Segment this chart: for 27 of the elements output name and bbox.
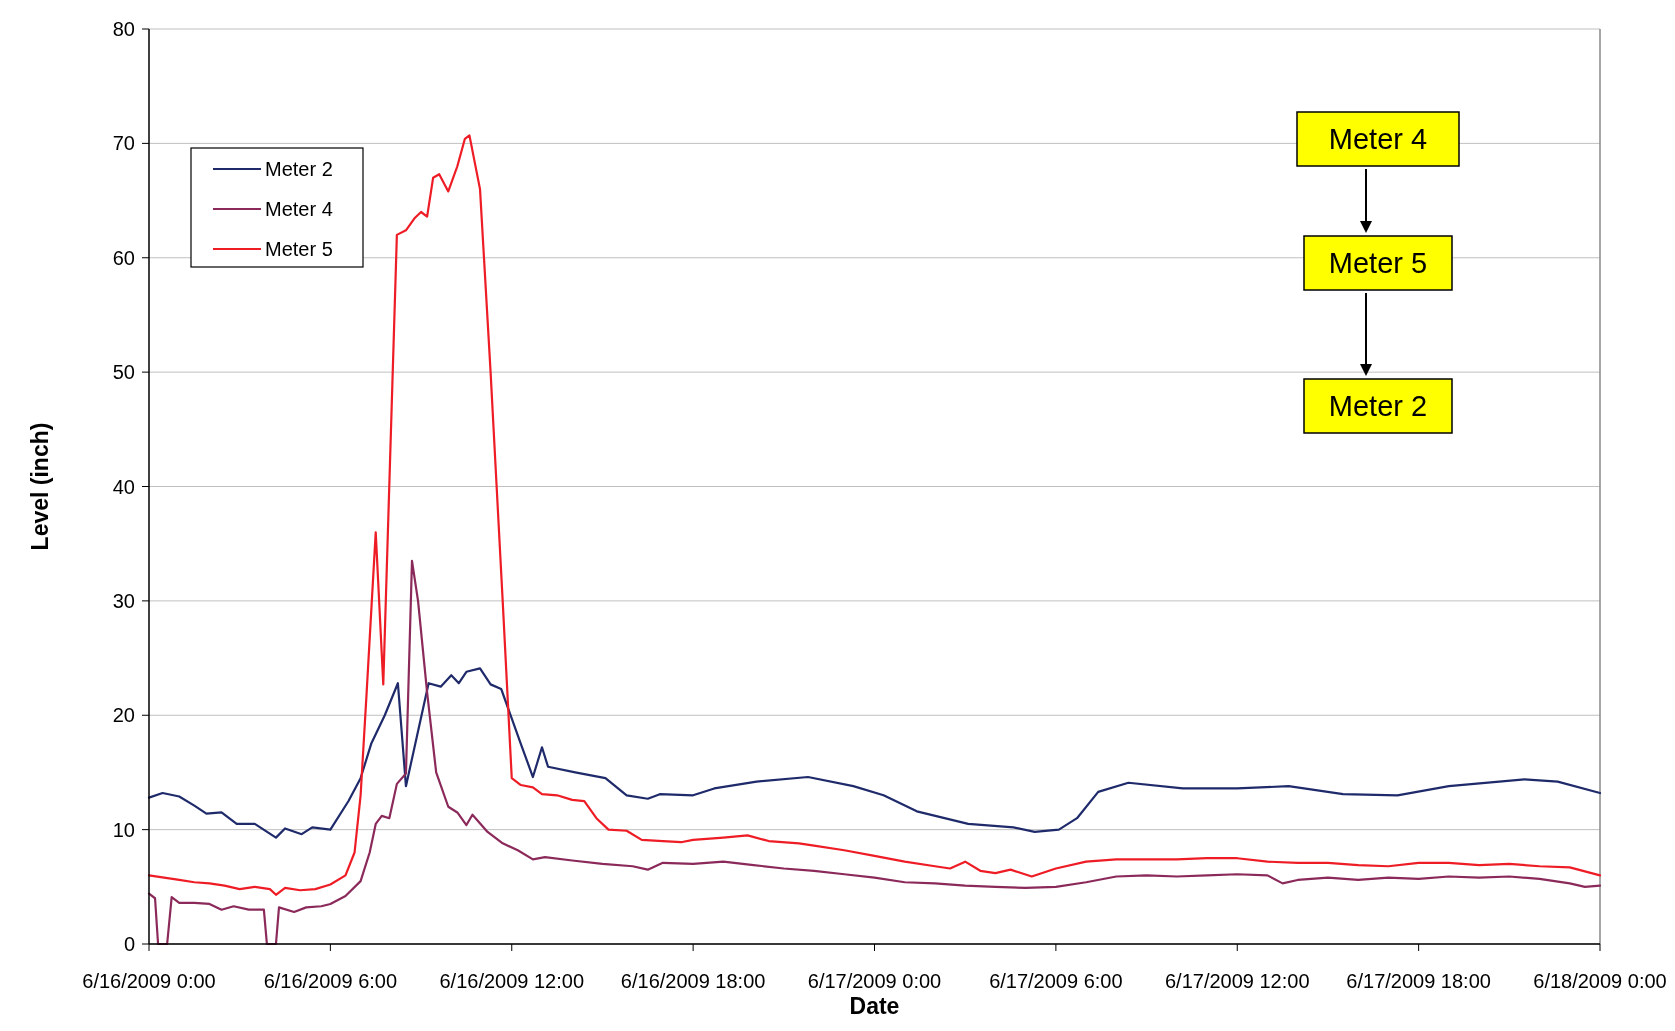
y-tick-label: 30 xyxy=(112,589,135,612)
y-tick-label: 40 xyxy=(112,475,135,498)
x-tick-label: 6/17/2009 0:00 xyxy=(807,970,942,992)
y-tick-label: 60 xyxy=(112,246,135,269)
x-tick-label: 6/16/2009 6:00 xyxy=(263,970,398,992)
legend-label: Meter 2 xyxy=(265,158,333,180)
x-tick-label: 6/17/2009 18:00 xyxy=(1346,970,1491,992)
x-tick-label: 6/16/2009 12:00 xyxy=(439,970,585,992)
x-tick-label: 6/16/2009 0:00 xyxy=(82,970,216,992)
y-tick-label: 50 xyxy=(112,361,135,384)
annotation: Meter 4 xyxy=(1328,123,1428,156)
y-tick-label: 20 xyxy=(112,704,135,727)
y-tick-label: 80 xyxy=(112,18,135,40)
y-tick-label: 70 xyxy=(112,132,135,155)
y-axis-title: Level (inch) xyxy=(27,422,53,551)
x-tick-label: 6/17/2009 12:00 xyxy=(1164,970,1310,992)
annotation: Meter 2 xyxy=(1328,390,1428,423)
x-tick-label: 6/16/2009 18:00 xyxy=(620,970,766,992)
x-tick-label: 6/18/2009 0:00 xyxy=(1533,970,1667,992)
legend-label: Meter 4 xyxy=(265,198,333,220)
line-series xyxy=(147,667,1602,839)
y-tick-label: 10 xyxy=(112,818,135,841)
x-axis-title: Date xyxy=(849,993,900,1019)
x-tick-label: 6/17/2009 6:00 xyxy=(989,970,1123,992)
y-tick-label: 0 xyxy=(123,933,135,955)
annotation: Meter 5 xyxy=(1328,247,1428,280)
legend-label: Meter 5 xyxy=(265,238,333,260)
